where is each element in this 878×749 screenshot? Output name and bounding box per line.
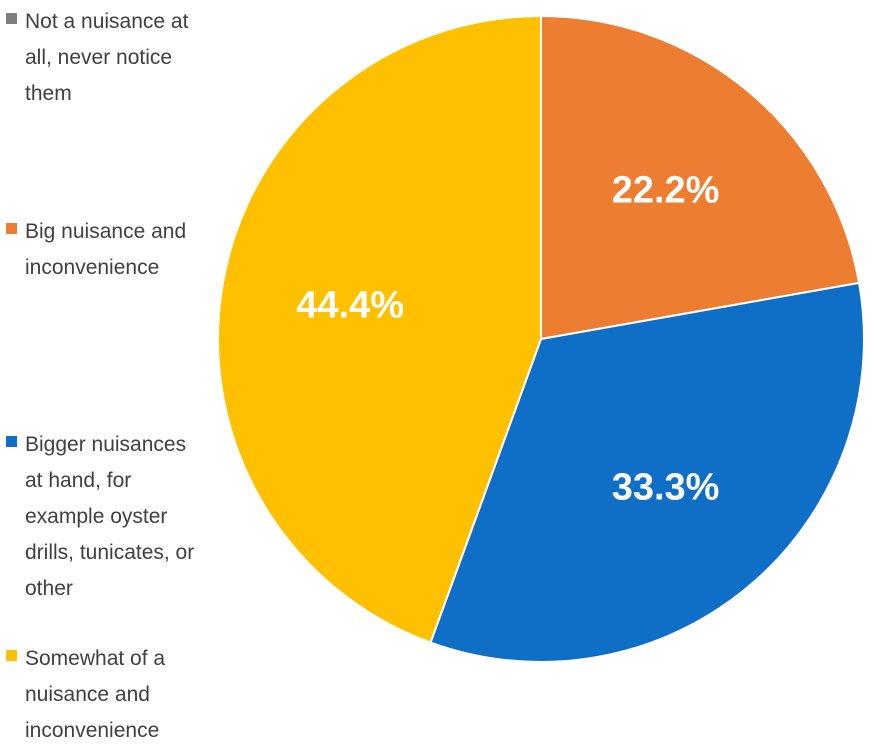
legend-item-not-a-nuisance: Not a nuisance at all, never notice them — [6, 4, 200, 112]
legend-swatch-not-a-nuisance — [6, 13, 17, 24]
legend-swatch-bigger-nuisances — [6, 436, 17, 447]
legend-label-not-a-nuisance: Not a nuisance at all, never notice them — [25, 10, 189, 105]
legend-label-big-nuisance: Big nuisance and inconvenience — [25, 220, 187, 279]
legend-item-bigger-nuisances: Bigger nuisances at hand, for example oy… — [6, 427, 200, 607]
pie-slice-somewhat-of-a-nuisance-and-inconvenience — [217, 14, 542, 644]
legend-item-big-nuisance: Big nuisance and inconvenience — [6, 214, 200, 286]
legend-label-somewhat-nuisance: Somewhat of a nuisance and inconvenience — [25, 647, 166, 742]
legend-swatch-big-nuisance — [6, 223, 17, 234]
legend-label-bigger-nuisances: Bigger nuisances at hand, for example oy… — [25, 433, 195, 600]
pie-data-label-big-nuisance-and-inconvenience: 22.2% — [612, 170, 720, 212]
pie-data-label-bigger-nuisances-at-hand-for-example-oys: 33.3% — [612, 466, 720, 508]
pie-slice-bigger-nuisances-at-hand-for-example-oys — [429, 281, 865, 663]
pie-slice-big-nuisance-and-inconvenience — [540, 14, 861, 341]
legend-swatch-somewhat-nuisance — [6, 650, 17, 661]
legend-item-somewhat-nuisance: Somewhat of a nuisance and inconvenience — [6, 641, 200, 749]
pie-data-label-somewhat-of-a-nuisance-and-inconvenience: 44.4% — [296, 284, 404, 326]
